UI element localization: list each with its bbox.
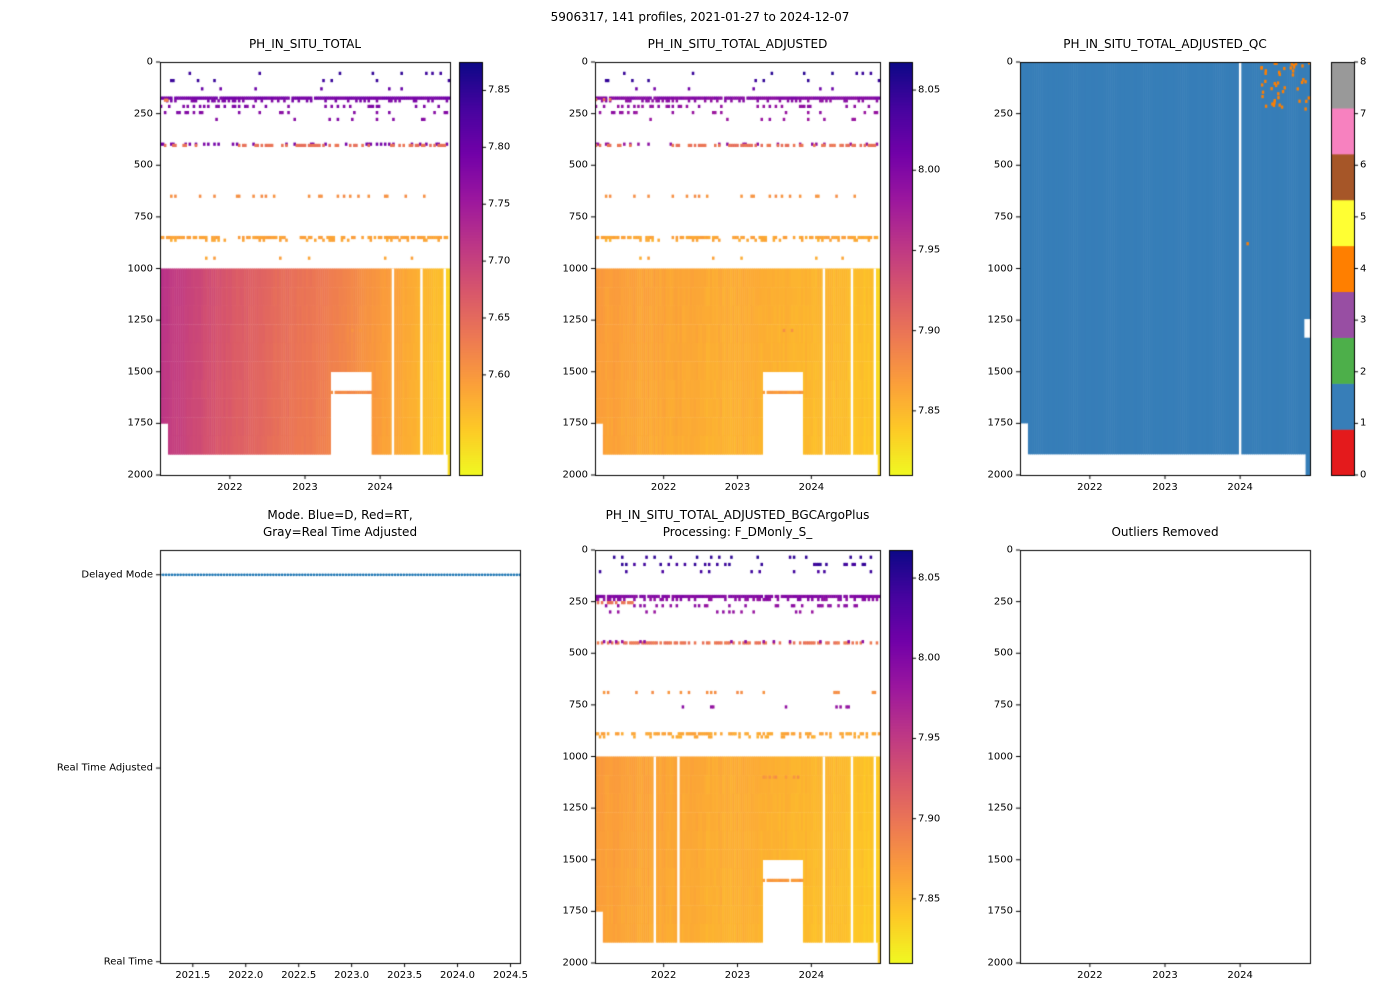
figure-title: 5906317, 141 profiles, 2021-01-27 to 202… [550, 10, 850, 24]
